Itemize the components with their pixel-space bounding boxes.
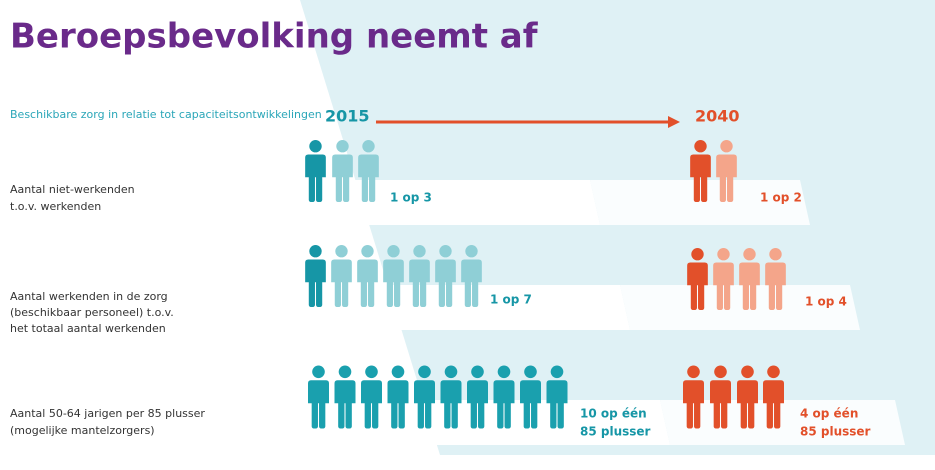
ratio: 1 op 3 [390, 191, 432, 205]
row-label: Aantal niet-werkenden [10, 183, 135, 196]
ratio: 85 plusser [580, 425, 651, 439]
band [230, 180, 600, 225]
ratio: 1 op 4 [805, 295, 847, 309]
ratio: 1 op 2 [760, 191, 802, 205]
subtitle: Beschikbare zorg in relatie tot capacite… [10, 108, 322, 121]
background-shape [300, 0, 935, 455]
band [620, 285, 860, 330]
title: Beroepsbevolking neemt af [10, 17, 539, 57]
ratio: 1 op 7 [490, 293, 532, 307]
row-label: (mogelijke mantelzorgers) [10, 424, 155, 437]
ratio: 85 plusser [800, 425, 871, 439]
year-label: 2015 [325, 107, 370, 126]
band [230, 285, 630, 330]
row-label: (beschikbaar personeel) t.o.v. [10, 306, 174, 319]
row-label: het totaal aantal werkenden [10, 322, 166, 335]
arrow-head [668, 116, 680, 128]
year-label: 2040 [695, 107, 740, 126]
row-label: t.o.v. werkenden [10, 200, 101, 213]
row-label: Aantal 50-64 jarigen per 85 plusser [10, 407, 205, 420]
ratio: 10 op één [580, 407, 647, 421]
row-label: Aantal werkenden in de zorg [10, 290, 168, 303]
band [590, 180, 810, 225]
ratio: 4 op één [800, 407, 858, 421]
